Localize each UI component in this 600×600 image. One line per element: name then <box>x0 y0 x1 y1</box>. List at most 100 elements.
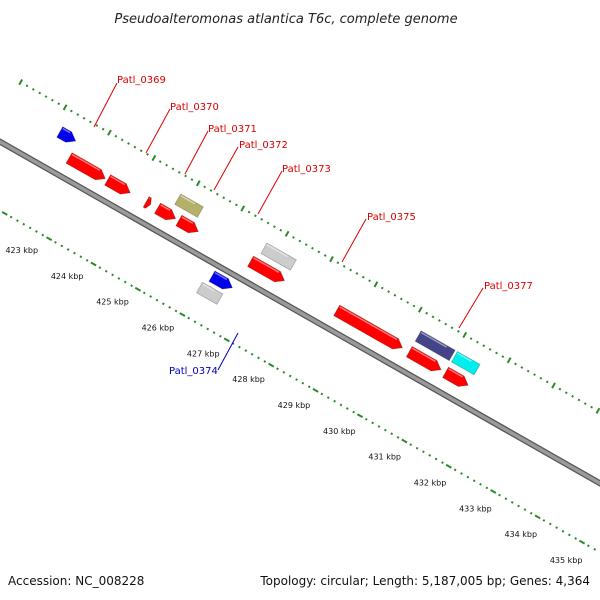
olive-feature[interactable] <box>174 193 204 218</box>
cds-patl-0372-highlight <box>160 204 171 211</box>
genome-backbone <box>0 138 600 487</box>
inner-tick <box>460 472 463 475</box>
gene-label-patl-0374[interactable]: Patl_0374 <box>169 366 218 377</box>
outer-tick <box>564 391 568 395</box>
outer-tick <box>139 149 143 153</box>
scale-label: 429 kbp <box>278 401 311 410</box>
inner-tick <box>555 526 558 530</box>
inner-tick <box>16 219 19 223</box>
gene-label-patl-0370[interactable]: Patl_0370 <box>170 102 219 113</box>
inner-tick <box>364 417 368 421</box>
cds-patl-0373-shape <box>175 214 199 234</box>
gene-label-patl-0372[interactable]: Patl_0372 <box>239 140 288 151</box>
outer-tick <box>70 109 73 113</box>
cds-patl-0375-shape <box>246 255 286 283</box>
cyan-feature[interactable] <box>450 350 481 376</box>
inner-tick <box>383 428 387 432</box>
outer-tick <box>533 373 536 377</box>
cds-patl-0373[interactable] <box>175 214 201 237</box>
inner-tick <box>415 446 419 450</box>
outer-tick <box>18 79 24 86</box>
outer-tick <box>368 279 371 283</box>
inner-tick <box>123 280 127 284</box>
outer-tick <box>469 337 473 340</box>
outer-tick <box>417 306 423 313</box>
blue-cds-left[interactable] <box>56 126 79 146</box>
inner-tick <box>428 454 432 457</box>
navy-feature-highlight <box>420 331 447 348</box>
cds-patl-0377b-highlight <box>411 347 436 363</box>
inner-tick <box>46 236 53 242</box>
inner-tick <box>542 519 546 522</box>
cds-right-edge[interactable] <box>442 366 472 390</box>
inner-tick <box>371 421 375 425</box>
outer-tick <box>107 129 112 136</box>
gene-label-patl-0377[interactable]: Patl_0377 <box>484 281 533 292</box>
inner-tick <box>320 392 324 396</box>
inner-tick <box>401 438 408 444</box>
inner-tick <box>276 367 279 371</box>
scale-label: 427 kbp <box>187 349 220 358</box>
inner-tick <box>142 291 146 295</box>
inner-tick <box>345 407 349 410</box>
outer-tick <box>311 246 314 250</box>
inner-tick <box>85 259 89 262</box>
gray-feature-0375[interactable] <box>260 242 297 271</box>
outer-tick <box>387 290 390 293</box>
cds-patl-0372[interactable] <box>153 202 179 224</box>
cds-patl-0377b-shape <box>405 345 442 372</box>
inner-tick <box>268 362 275 368</box>
inner-tick <box>111 273 114 277</box>
outer-tick <box>373 281 379 288</box>
outer-tick <box>165 163 168 167</box>
gene-label-patl-0369[interactable]: Patl_0369 <box>117 75 166 86</box>
blue-cds-left-shape <box>56 126 77 143</box>
outer-tick <box>38 91 42 95</box>
gene-label-patl-0375[interactable]: Patl_0375 <box>367 212 416 223</box>
cds-patl-0377-highlight <box>339 306 398 341</box>
cds-patl-0370[interactable] <box>104 174 134 198</box>
inner-tick <box>28 226 32 230</box>
inner-tick <box>60 244 64 248</box>
scale-label: 425 kbp <box>96 298 129 307</box>
outer-tick <box>501 355 505 358</box>
outer-tick <box>488 348 492 351</box>
scale-label: 424 kbp <box>51 272 84 281</box>
blue-cds-0374[interactable] <box>208 270 235 293</box>
map-title: Pseudoalteromonas atlantica T6c, complet… <box>114 12 457 27</box>
outer-tick <box>51 98 54 102</box>
gray-feature-0374-shape <box>195 281 224 305</box>
cds-patl-0371[interactable] <box>142 196 153 210</box>
inner-tick <box>219 334 222 338</box>
inner-tick <box>326 396 330 399</box>
cds-patl-0369[interactable] <box>65 152 108 184</box>
outer-tick <box>462 331 468 339</box>
outer-tick <box>317 250 321 254</box>
inner-tick <box>441 461 444 465</box>
outer-tick <box>323 254 327 257</box>
outer-tick <box>514 362 517 366</box>
inner-tick <box>578 539 586 545</box>
cds-right-edge-shape <box>442 366 469 387</box>
navy-feature[interactable] <box>414 330 456 362</box>
inner-tick <box>9 215 13 219</box>
outer-tick <box>571 394 574 398</box>
cds-patl-0377b[interactable] <box>405 345 444 375</box>
blue-cds-left-highlight <box>62 127 71 134</box>
gray-feature-0374[interactable] <box>195 281 224 305</box>
cds-patl-0377[interactable] <box>333 304 406 353</box>
inner-tick <box>504 497 508 501</box>
gene-label-patl-0371[interactable]: Patl_0371 <box>208 124 257 135</box>
inner-tick <box>396 435 400 439</box>
outer-tick <box>380 286 384 290</box>
inner-tick <box>244 349 248 353</box>
inner-tick <box>472 479 476 483</box>
gene-label-patl-0373[interactable]: Patl_0373 <box>282 164 331 175</box>
outer-tick <box>425 311 429 315</box>
inner-tick <box>161 302 165 306</box>
inner-tick <box>257 356 260 360</box>
cds-patl-0369-shape <box>65 152 106 181</box>
cds-patl-0375[interactable] <box>246 255 287 286</box>
inner-tick <box>498 493 501 497</box>
